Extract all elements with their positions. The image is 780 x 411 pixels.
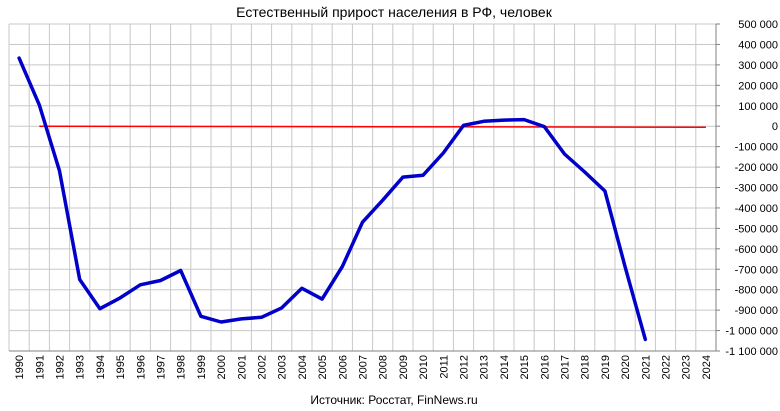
x-tick-label: 2019 (600, 355, 612, 379)
y-tick-labels: 500 000 400 000 300 000 200 000 100 000 0 -100… (725, 19, 778, 358)
x-tick-label: 2018 (580, 355, 592, 379)
y-tick-label: -100 000 (735, 142, 778, 154)
y-tick-label: -700 000 (735, 264, 778, 276)
x-tick-label: 2003 (277, 355, 289, 379)
y-tick-label: -600 000 (735, 244, 778, 256)
chart-source: Источник: Росстат, FinNews.ru (310, 393, 477, 407)
chart-title: Естественный прирост населения в РФ, чел… (236, 4, 553, 20)
x-tick-label: 2008 (378, 355, 390, 379)
x-tick-label: 1998 (176, 355, 188, 379)
x-tick-label: 1996 (135, 355, 147, 379)
x-tick-label: 1990 (14, 355, 26, 379)
x-tick-label: 2000 (216, 355, 228, 379)
x-tick-label: 2006 (337, 355, 349, 379)
x-tick-labels: 1990 1991 1992 1993 1994 1995 1996 1997 1998 1999… (14, 355, 713, 379)
series-line (17, 56, 648, 342)
y-tick-label: -500 000 (735, 223, 778, 235)
x-tick-label: 1992 (55, 355, 67, 379)
x-tick-label: 2002 (257, 355, 269, 379)
reference-line (39, 125, 706, 128)
x-tick-label: 1994 (95, 355, 107, 379)
x-tick-label: 2014 (499, 355, 511, 379)
y-tick-label: -1 000 000 (725, 326, 778, 338)
x-tick-label: 2015 (519, 355, 531, 379)
x-tick-label: 1991 (34, 355, 46, 379)
series-layer (17, 56, 648, 342)
axes (9, 23, 720, 352)
x-tick-label: 1999 (196, 355, 208, 379)
x-tick-label: 2010 (418, 355, 430, 379)
x-tick-label: 2024 (701, 355, 713, 379)
x-tick-label: 2017 (560, 355, 572, 379)
x-tick-label: 2016 (539, 355, 551, 379)
x-tick-label: 2007 (358, 355, 370, 379)
x-tick-label: 2023 (681, 355, 693, 379)
y-tick-label: 200 000 (738, 80, 778, 92)
x-tick-label: 2013 (479, 355, 491, 379)
x-tick-label: 2020 (620, 355, 632, 379)
y-tick-label: 0 (772, 121, 778, 133)
x-tick-label: 1995 (115, 355, 127, 379)
x-tick-label: 1993 (75, 355, 87, 379)
y-tick-label: -1 100 000 (725, 346, 778, 358)
y-tick-label: 300 000 (738, 60, 778, 72)
zero-reference-line (39, 125, 706, 128)
x-tick-label: 2004 (297, 355, 309, 379)
x-tick-label: 2012 (459, 355, 471, 379)
y-tick-label: -300 000 (735, 183, 778, 195)
y-tick-label: -900 000 (735, 305, 778, 317)
y-tick-label: -200 000 (735, 162, 778, 174)
y-tick-label: 500 000 (738, 19, 778, 31)
x-tick-label: 2001 (236, 355, 248, 379)
y-tick-label: -800 000 (735, 285, 778, 297)
y-tick-label: 100 000 (738, 101, 778, 113)
x-tick-label: 2022 (661, 355, 673, 379)
x-tick-label: 2005 (317, 355, 329, 379)
x-tick-label: 1997 (156, 355, 168, 379)
y-tick-label: -400 000 (735, 203, 778, 215)
x-tick-label: 2021 (640, 355, 652, 379)
y-tick-label: 400 000 (738, 39, 778, 51)
x-tick-label: 2009 (398, 355, 410, 379)
x-tick-label: 2011 (438, 355, 450, 379)
